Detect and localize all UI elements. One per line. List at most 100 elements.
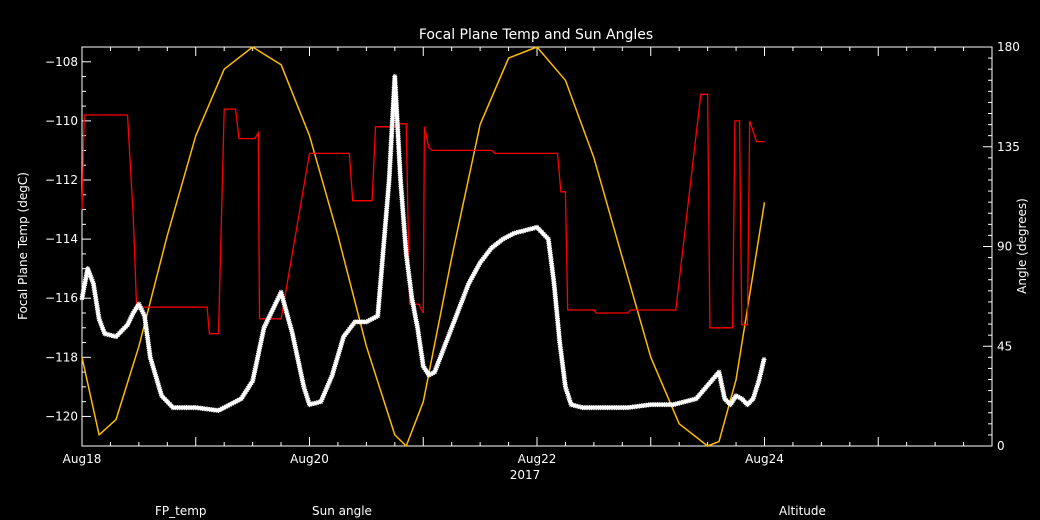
fp-temp-marker [336, 351, 342, 357]
fp-temp-marker [104, 331, 110, 337]
fp-temp-marker [428, 371, 434, 377]
fp-temp-marker [443, 340, 449, 346]
fp-temp-marker [302, 386, 308, 392]
legend-altitude: Altitude [779, 504, 826, 518]
fp-temp-marker [283, 306, 289, 312]
fp-temp-marker [321, 393, 326, 399]
fp-temp-marker [128, 314, 134, 320]
fp-temp-marker [363, 319, 369, 325]
fp-temp-marker [444, 337, 450, 343]
fp-temp-marker [432, 367, 438, 373]
fp-temp-marker [284, 312, 290, 318]
fp-temp-marker [437, 356, 442, 362]
fp-temp-marker [221, 405, 227, 411]
x-tick-label: Aug18 [63, 452, 102, 466]
fp-temp-marker [527, 226, 533, 232]
fp-temp-marker [459, 297, 465, 303]
fp-temp-marker [281, 300, 287, 306]
fp-temp-marker [565, 393, 571, 399]
fp-temp-marker [683, 398, 689, 404]
fp-temp-marker [156, 384, 162, 390]
fp-temp-marker [435, 361, 441, 367]
fp-temp-marker [150, 365, 156, 371]
fp-temp-marker [337, 344, 343, 350]
fp-temp-marker [149, 361, 155, 367]
fp-temp-marker [450, 321, 456, 327]
fp-temp-marker [216, 408, 221, 414]
fp-temp-marker [430, 370, 436, 376]
fp-temp-marker [137, 303, 143, 309]
fp-temp-marker [233, 399, 239, 405]
fp-temp-marker [737, 395, 743, 401]
fp-temp-marker [463, 289, 468, 295]
left-tick-label: −110 [45, 114, 78, 128]
fp-temp-marker [96, 316, 102, 322]
fp-temp-marker [335, 353, 341, 359]
fp-temp-marker [450, 323, 455, 329]
fp-temp-marker [236, 397, 242, 403]
fp-temp-marker [106, 332, 112, 338]
fp-temp-marker [575, 403, 581, 409]
x-axis-ticks: Aug18 Aug20 Aug22 Aug24 [63, 47, 993, 466]
fp-temp-marker [318, 399, 324, 405]
fp-temp-marker [687, 397, 693, 403]
fp-temp-marker [445, 335, 451, 341]
fp-temp-marker [282, 304, 288, 310]
fp-temp-marker [446, 331, 452, 337]
x-tick-label: Aug24 [745, 452, 784, 466]
fp-temp-marker [138, 305, 144, 311]
fp-temp-marker [475, 264, 481, 270]
fp-temp-marker [691, 396, 697, 402]
fp-temp-marker [752, 389, 758, 395]
fp-temp-marker [439, 350, 445, 356]
fp-temp-marker [562, 384, 568, 390]
fp-temp-marker [760, 359, 766, 365]
fp-temp-marker [448, 327, 454, 333]
fp-temp-marker [219, 406, 225, 412]
fp-temp-marker [99, 324, 105, 330]
plot-frame [81, 46, 993, 447]
fp-temp-marker [449, 325, 455, 331]
fp-temp-marker [289, 329, 295, 335]
fp-temp-marker [127, 316, 133, 322]
fp-temp-marker [330, 370, 336, 376]
fp-temp-marker [287, 320, 293, 326]
fp-temp-marker [454, 310, 460, 316]
fp-temp-marker [328, 374, 334, 380]
fp-temp-marker [567, 397, 573, 403]
fp-temp-marker [757, 372, 763, 378]
fp-temp-marker [566, 395, 572, 401]
fp-temp-marker [673, 401, 679, 407]
fp-temp-marker [462, 291, 468, 297]
fp-temp-marker [87, 272, 93, 278]
fp-temp-marker [573, 403, 579, 409]
fp-temp-marker [229, 401, 235, 407]
fp-temp-marker [157, 386, 163, 392]
fp-temp-marker [234, 398, 240, 404]
fp-temp-marker [565, 391, 571, 397]
fp-temp-marker [316, 399, 322, 405]
fp-temp-marker [458, 302, 464, 308]
fp-temp-marker [677, 400, 683, 406]
fp-temp-marker [436, 359, 442, 365]
fp-temp-marker [434, 363, 440, 369]
fp-temp-marker [307, 402, 312, 408]
fp-temp-marker [217, 407, 223, 413]
fp-temp-marker [283, 308, 289, 314]
fp-temp-marker [280, 298, 286, 304]
fp-temp-marker [154, 378, 160, 384]
series-sun-angle-line [81, 93, 765, 335]
fp-temp-marker [756, 378, 762, 384]
fp-temp-marker [520, 228, 526, 234]
fp-temp-marker [679, 399, 685, 405]
fp-temp-marker [509, 231, 515, 237]
fp-temp-marker [671, 402, 676, 408]
fp-temp-marker [149, 359, 155, 365]
left-tick-label: −120 [45, 409, 78, 423]
fp-temp-marker [334, 355, 340, 361]
fp-temp-marker [97, 318, 103, 324]
fp-temp-marker [331, 366, 337, 372]
fp-temp-marker [465, 283, 471, 289]
fp-temp-marker [126, 318, 132, 324]
